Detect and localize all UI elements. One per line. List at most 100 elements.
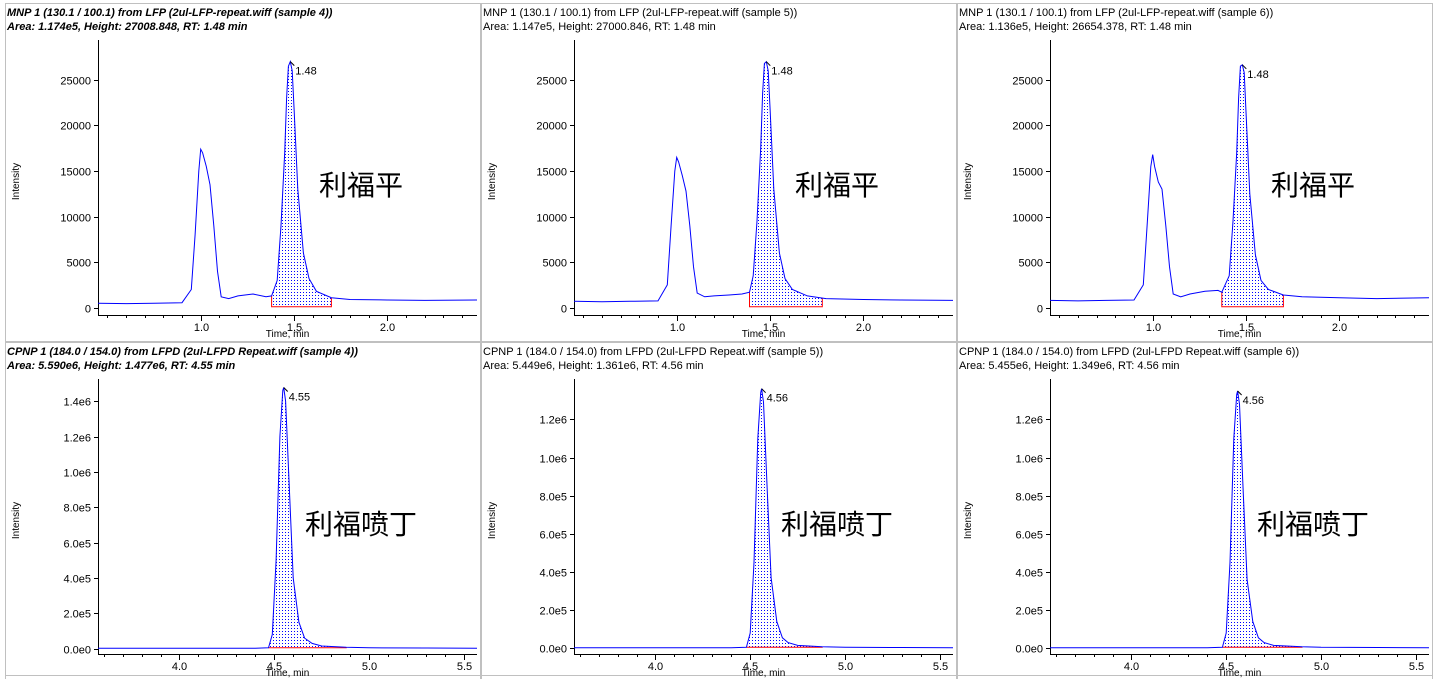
- y-tick-label: 8.0e5: [1015, 492, 1043, 504]
- y-tick-label: 10000: [60, 213, 91, 225]
- panel-stats: Area: 1.136e5, Height: 26654.378, RT: 1.…: [959, 21, 1192, 33]
- y-tick-label: 8.0e5: [539, 492, 567, 504]
- y-tick-label: 25000: [60, 76, 91, 88]
- x-tick-label: 4.0: [172, 661, 187, 673]
- peak-area: [1222, 391, 1302, 648]
- compound-annotation: 利福喷丁: [305, 509, 417, 540]
- y-tick-label: 4.0e5: [539, 568, 567, 580]
- y-tick-label: 20000: [536, 121, 567, 133]
- x-tick-label: 1.5: [1239, 322, 1254, 334]
- y-tick-label: 10000: [536, 213, 567, 225]
- x-tick-label: 2.0: [856, 322, 871, 334]
- apex-marker: [765, 61, 771, 67]
- compound-annotation: 利福平: [1271, 170, 1355, 201]
- apex-marker: [289, 61, 295, 66]
- y-tick-label: 10000: [1012, 213, 1043, 225]
- chromatogram-panel: MNP 1 (130.1 / 100.1) from LFP (2ul-LFP-…: [481, 3, 957, 342]
- peak-area: [1221, 64, 1284, 307]
- integration-baseline: [1222, 646, 1303, 648]
- panel-border: [957, 342, 1433, 679]
- y-tick-label: 2.0e5: [1015, 606, 1043, 618]
- apex-marker: [283, 387, 289, 392]
- chromatogram-trace: [1050, 390, 1430, 649]
- chromatogram-trace: [1049, 63, 1430, 302]
- y-tick-label: 0: [85, 304, 91, 316]
- x-axis-title: Time, min: [266, 668, 310, 679]
- chromatogram-panel: MNP 1 (130.1 / 100.1) from LFP (2ul-LFP-…: [957, 3, 1433, 342]
- y-tick-label: 1.2e6: [539, 415, 567, 427]
- y-tick-label: 1.0e6: [63, 468, 91, 480]
- y-tick-label: 6.0e5: [63, 539, 91, 551]
- x-tick-label: 1.0: [670, 322, 685, 334]
- y-axis-title: Intensity: [487, 502, 498, 539]
- integration-baseline: [271, 295, 332, 308]
- y-tick-label: 4.0e5: [63, 574, 91, 586]
- x-tick-label: 4.5: [267, 661, 282, 673]
- integration-baseline: [749, 292, 823, 308]
- integration-baseline: [746, 646, 823, 648]
- panel-title: MNP 1 (130.1 / 100.1) from LFP (2ul-LFP-…: [483, 7, 797, 19]
- x-tick-label: 1.0: [1146, 322, 1161, 334]
- y-tick-label: 1.4e6: [63, 397, 91, 409]
- chromatogram-panel: CPNP 1 (184.0 / 154.0) from LFPD (2ul-LF…: [957, 342, 1433, 679]
- x-tick-label: 4.0: [648, 661, 663, 673]
- peak-area: [749, 61, 823, 307]
- x-tick-label: 2.0: [1332, 322, 1347, 334]
- y-tick-label: 4.0e5: [1015, 568, 1043, 580]
- x-axis-title: Time, min: [742, 329, 786, 340]
- apex-marker: [1237, 390, 1242, 396]
- panel-stats: Area: 5.449e6, Height: 1.361e6, RT: 4.56…: [483, 360, 704, 372]
- x-tick-label: 1.5: [287, 322, 302, 334]
- y-tick-label: 1.2e6: [1015, 415, 1043, 427]
- y-tick-label: 6.0e5: [1015, 530, 1043, 542]
- y-tick-label: 0.0e0: [63, 645, 91, 657]
- x-axis-title: Time, min: [742, 668, 786, 679]
- y-tick-label: 6.0e5: [539, 530, 567, 542]
- x-tick-label: 5.0: [838, 661, 853, 673]
- peak-rt-label: 4.56: [767, 393, 788, 405]
- y-tick-label: 20000: [1012, 121, 1043, 133]
- integration-baseline: [1221, 292, 1284, 308]
- panel-border: [5, 3, 481, 342]
- x-tick-label: 5.5: [1409, 661, 1424, 673]
- y-tick-label: 25000: [1012, 76, 1043, 88]
- panel-stats: Area: 5.590e6, Height: 1.477e6, RT: 4.55…: [6, 360, 236, 372]
- x-tick-label: 5.0: [1314, 661, 1329, 673]
- panel-border: [957, 3, 1433, 342]
- x-axis-title: Time, min: [266, 329, 310, 340]
- x-tick-label: 4.5: [1219, 661, 1234, 673]
- x-tick-label: 1.5: [763, 322, 778, 334]
- x-tick-label: 4.5: [743, 661, 758, 673]
- chromatogram-trace: [97, 59, 478, 305]
- panel-stats: Area: 1.147e5, Height: 27000.846, RT: 1.…: [483, 21, 716, 33]
- chromatogram-trace: [573, 60, 954, 303]
- panel-title: MNP 1 (130.1 / 100.1) from LFP (2ul-LFP-…: [7, 7, 333, 19]
- y-tick-label: 20000: [60, 121, 91, 133]
- y-tick-label: 5000: [67, 258, 91, 270]
- y-tick-label: 5000: [543, 258, 567, 270]
- y-tick-label: 1.2e6: [63, 433, 91, 445]
- compound-annotation: 利福喷丁: [781, 509, 893, 540]
- x-axis-title: Time, min: [1218, 329, 1262, 340]
- peak-rt-label: 1.48: [295, 66, 316, 78]
- y-tick-label: 15000: [60, 167, 91, 179]
- x-tick-label: 5.5: [933, 661, 948, 673]
- peak-rt-label: 4.56: [1243, 395, 1264, 407]
- chromatogram-trace: [98, 387, 478, 649]
- y-axis-title: Intensity: [963, 163, 974, 200]
- panel-border: [481, 342, 957, 679]
- y-tick-label: 0.0e0: [1015, 644, 1043, 656]
- y-axis-title: Intensity: [11, 163, 22, 200]
- compound-annotation: 利福喷丁: [1257, 509, 1369, 540]
- peak-area: [268, 387, 347, 648]
- peak-rt-label: 1.48: [771, 66, 792, 78]
- y-tick-label: 2.0e5: [63, 609, 91, 621]
- apex-marker: [761, 388, 766, 394]
- x-tick-label: 2.0: [380, 322, 395, 334]
- y-tick-label: 25000: [536, 76, 567, 88]
- panel-stats: Area: 1.174e5, Height: 27008.848, RT: 1.…: [6, 21, 248, 33]
- peak-area: [271, 61, 332, 307]
- y-tick-label: 8.0e5: [63, 503, 91, 515]
- chromatogram-panel: CPNP 1 (184.0 / 154.0) from LFPD (2ul-LF…: [5, 342, 481, 679]
- y-tick-label: 0.0e0: [539, 644, 567, 656]
